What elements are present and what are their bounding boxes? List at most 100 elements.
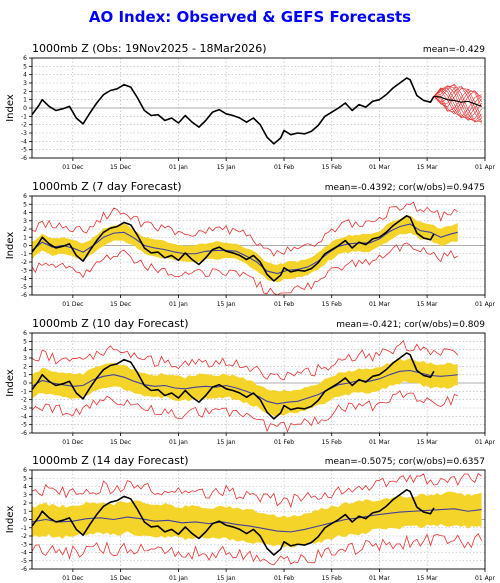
y-tick-label: -4 xyxy=(21,138,27,145)
y-tick-label: 3 xyxy=(23,492,27,499)
y-tick-label: 0 xyxy=(23,243,27,250)
y-tick-label: -2 xyxy=(21,397,27,404)
x-tick-label: 01 Feb xyxy=(274,164,294,171)
x-tick-label: 15 Dec xyxy=(110,439,131,446)
y-tick-label: -4 xyxy=(21,276,27,283)
x-tick-label: 01 Jan xyxy=(169,301,188,308)
ensemble-mean-line xyxy=(31,508,482,533)
y-tick-label: -4 xyxy=(21,413,27,420)
envelope-lower xyxy=(31,390,458,433)
ensemble-member-line xyxy=(433,87,482,119)
y-tick-label: 6 xyxy=(23,330,27,337)
x-tick-label: 15 Jan xyxy=(217,575,236,582)
x-tick-label: 01 Mar xyxy=(369,439,390,446)
x-tick-label: 01 Feb xyxy=(274,301,294,308)
x-tick-label: 15 Feb xyxy=(322,301,342,308)
panel-title: 1000mb Z (Obs: 19Nov2025 - 18Mar2026) xyxy=(32,42,267,55)
panel-stat: mean=-0.429 xyxy=(423,45,485,55)
y-tick-label: 4 xyxy=(23,210,27,217)
page-title: AO Index: Observed & GEFS Forecasts xyxy=(88,8,412,26)
ensemble-member-line xyxy=(433,87,482,118)
y-tick-label: -1 xyxy=(21,388,27,395)
y-tick-label: 5 xyxy=(23,63,27,70)
ensemble-member-line xyxy=(433,83,482,123)
y-tick-label: 3 xyxy=(23,218,27,225)
y-tick-label: 1 xyxy=(23,97,27,104)
envelope-upper xyxy=(31,201,458,257)
envelope-upper xyxy=(31,472,482,509)
y-axis-label: Index xyxy=(5,506,16,534)
panel-stat: mean=-0.5075; cor(w/obs)=0.6357 xyxy=(325,457,485,467)
observed-line xyxy=(31,352,435,420)
x-tick-label: 01 Apr xyxy=(475,164,495,171)
y-axis-label: Index xyxy=(5,232,16,260)
y-tick-label: -6 xyxy=(21,155,27,162)
chart-panel-3: -6-5 -4-3-2 -101 234 56 01 Dec 15 Dec 01 Jan 15 … xyxy=(5,317,495,446)
panel-title: 1000mb Z (7 day Forecast) xyxy=(32,180,182,193)
panel-title: 1000mb Z (14 day Forecast) xyxy=(32,454,189,467)
y-tick-label: -5 xyxy=(21,558,27,565)
forecast-mean-line xyxy=(433,95,482,107)
ensemble-member-line xyxy=(433,90,482,113)
y-tick-label: 2 xyxy=(23,226,27,233)
y-tick-label: 6 xyxy=(23,55,27,62)
ensemble-member-line xyxy=(433,84,482,123)
observed-line xyxy=(31,77,435,145)
chart-panel-1: -6-5 -4-3-2 -101 234 56 01 Dec 15 Dec 01 Jan 15 … xyxy=(5,42,495,171)
envelope-lower xyxy=(31,242,458,296)
ensemble-spread-band xyxy=(32,491,482,548)
y-tick-label: 4 xyxy=(23,347,27,354)
panel-stat: mean=-0.421; cor(w/obs)=0.809 xyxy=(336,320,485,330)
y-tick-label: -1 xyxy=(21,251,27,258)
x-tick-label: 15 Mar xyxy=(417,439,438,446)
y-tick-label: 2 xyxy=(23,88,27,95)
y-tick-label: 0 xyxy=(23,380,27,387)
y-tick-label: 1 xyxy=(23,372,27,379)
panel-title: 1000mb Z (10 day Forecast) xyxy=(32,317,189,330)
y-tick-label: -6 xyxy=(21,430,27,437)
y-tick-label: 3 xyxy=(23,80,27,87)
ensemble-member-line xyxy=(433,86,482,124)
y-tick-label: -3 xyxy=(21,541,27,548)
y-tick-label: -3 xyxy=(21,267,27,274)
x-tick-label: 01 Apr xyxy=(475,439,495,446)
x-tick-label: 01 Dec xyxy=(62,301,83,308)
y-tick-label: 4 xyxy=(23,484,27,491)
ensemble-mean-line xyxy=(31,223,458,275)
x-tick-label: 15 Dec xyxy=(110,301,131,308)
ensemble-member-line xyxy=(433,87,482,121)
y-tick-label: 4 xyxy=(23,72,27,79)
y-axis-label: Index xyxy=(5,94,16,122)
x-tick-label: 01 Dec xyxy=(62,439,83,446)
y-tick-label: 6 xyxy=(23,467,27,474)
x-tick-label: 15 Feb xyxy=(322,164,342,171)
y-tick-label: -3 xyxy=(21,405,27,412)
x-tick-label: 01 Mar xyxy=(369,301,390,308)
y-tick-label: 0 xyxy=(23,517,27,524)
x-tick-label: 01 Feb xyxy=(274,439,294,446)
x-tick-label: 15 Feb xyxy=(322,575,342,582)
x-tick-label: 15 Dec xyxy=(110,164,131,171)
x-tick-label: 01 Dec xyxy=(62,164,83,171)
x-tick-label: 15 Dec xyxy=(110,575,131,582)
y-tick-label: -2 xyxy=(21,533,27,540)
x-tick-label: 15 Jan xyxy=(217,439,236,446)
x-tick-label: 01 Jan xyxy=(169,164,188,171)
observed-line xyxy=(31,488,435,556)
y-tick-label: 1 xyxy=(23,234,27,241)
x-tick-label: 15 Mar xyxy=(417,575,438,582)
x-tick-label: 15 Mar xyxy=(417,301,438,308)
y-tick-label: -5 xyxy=(21,147,27,154)
ensemble-spread-band xyxy=(32,358,458,417)
ensemble-mean-line xyxy=(31,369,458,405)
y-tick-label: 2 xyxy=(23,363,27,370)
x-tick-label: 01 Jan xyxy=(169,439,188,446)
x-tick-label: 01 Mar xyxy=(369,575,390,582)
x-tick-label: 01 Apr xyxy=(475,301,495,308)
y-tick-label: -3 xyxy=(21,130,27,137)
panel-stat: mean=-0.4392; cor(w/obs)=0.9475 xyxy=(325,183,485,193)
y-tick-label: -4 xyxy=(21,550,27,557)
y-axis-label: Index xyxy=(5,369,16,397)
